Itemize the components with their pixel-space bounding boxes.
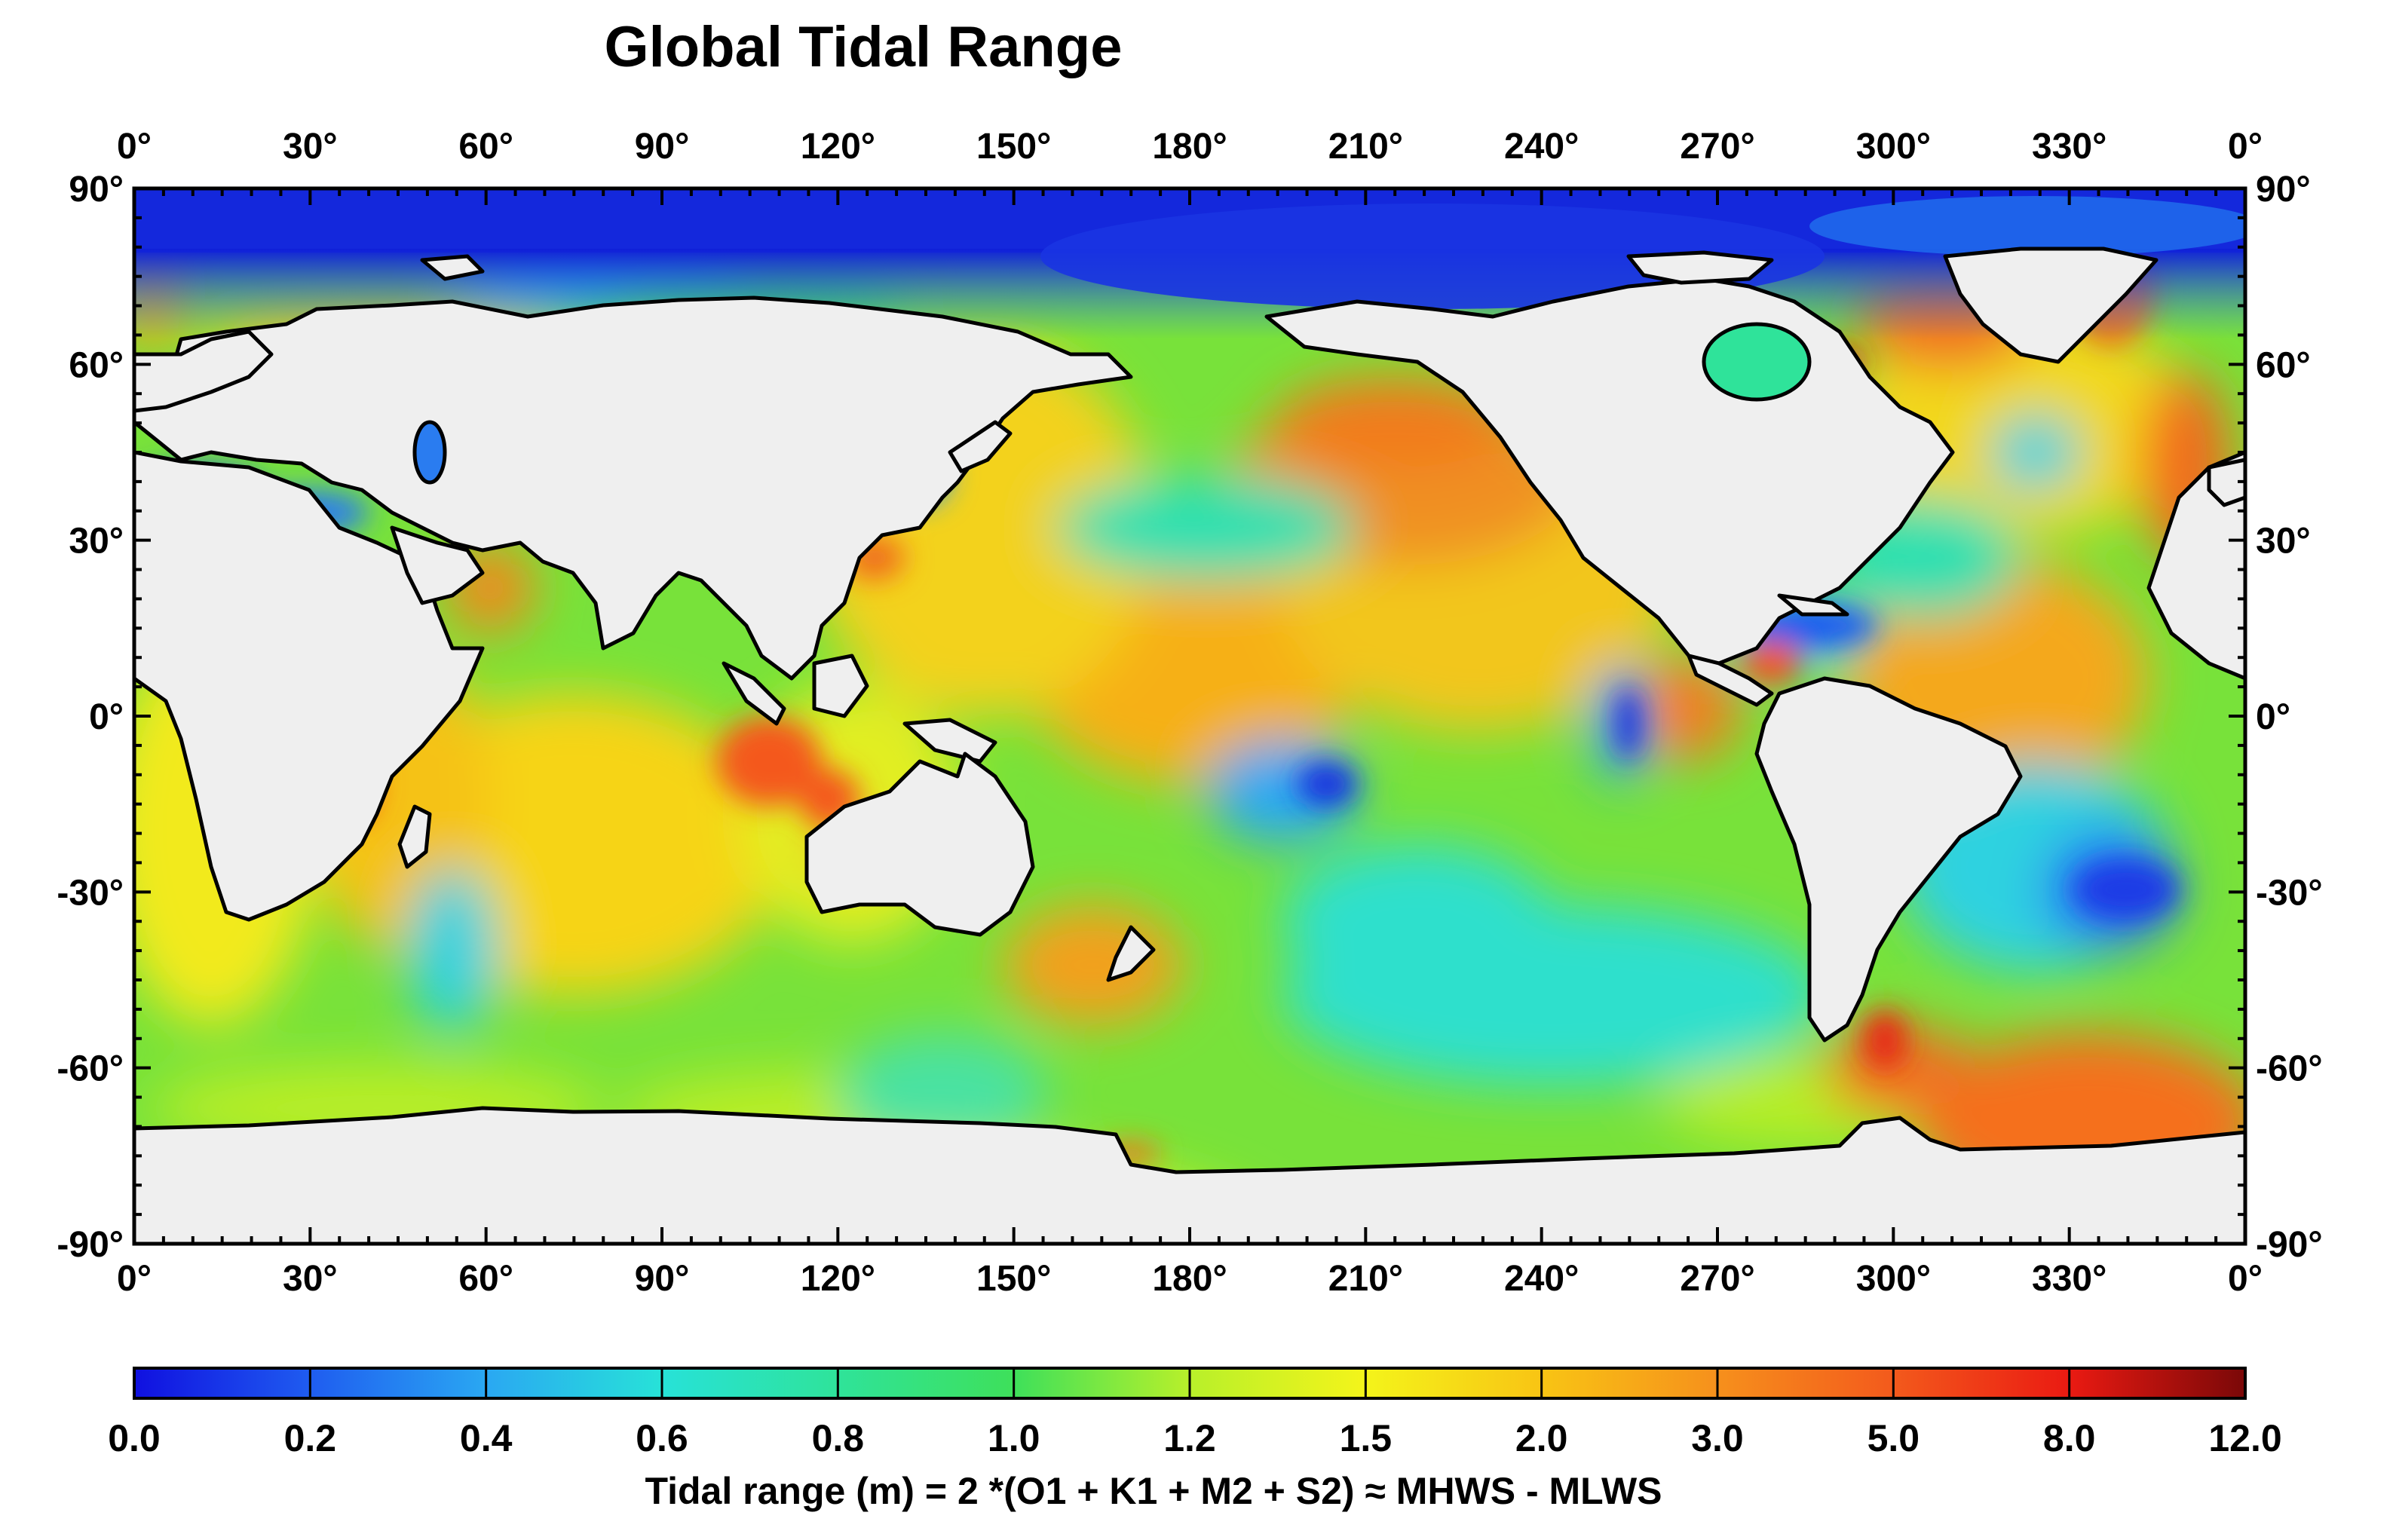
x-tick-label-bottom: 270° bbox=[1680, 1259, 1754, 1299]
borneo bbox=[812, 654, 869, 718]
y-tick-label-right: -60° bbox=[2256, 1049, 2323, 1089]
x-tick-label-bottom: 120° bbox=[801, 1259, 875, 1299]
caspian-sea bbox=[412, 420, 447, 485]
x-tick-label-bottom: 60° bbox=[458, 1259, 513, 1299]
x-tick-label-top: 300° bbox=[1856, 127, 1931, 167]
madagascar bbox=[397, 804, 432, 869]
new-guinea bbox=[902, 718, 997, 764]
colorbar-tick-label: 5.0 bbox=[1867, 1417, 1920, 1459]
x-tick-label-top: 240° bbox=[1504, 127, 1579, 167]
y-tick-label-left: 90° bbox=[69, 170, 124, 210]
colorbar-tick-label: 0.6 bbox=[636, 1417, 688, 1459]
colorbar: 0.0 0.2 0.4 0.6 0.8 1.0 1.2 1.5 2.0 3.0 5.0 8.0 12.0… bbox=[108, 1367, 2282, 1512]
colorbar-tick-label: 2.0 bbox=[1515, 1417, 1568, 1459]
colorbar-tick-label: 3.0 bbox=[1691, 1417, 1744, 1459]
y-tick-label-left: 0° bbox=[89, 697, 124, 737]
x-tick-label-bottom: 180° bbox=[1152, 1259, 1227, 1299]
y-tick-label-left: -90° bbox=[57, 1225, 124, 1265]
x-tick-label-bottom: 300° bbox=[1856, 1259, 1931, 1299]
x-tick-label-bottom: 0° bbox=[2228, 1259, 2263, 1299]
y-tick-label-left: 30° bbox=[69, 522, 124, 562]
x-tick-label-bottom: 30° bbox=[283, 1259, 338, 1299]
chart-title: Global Tidal Range bbox=[605, 15, 1123, 79]
y-tick-label-right: -90° bbox=[2256, 1225, 2323, 1265]
eurasia bbox=[134, 295, 1133, 681]
x-tick-label-top: 270° bbox=[1680, 127, 1754, 167]
x-tick-label-bottom: 0° bbox=[117, 1259, 152, 1299]
y-tick-label-left: -60° bbox=[57, 1049, 124, 1089]
x-tick-label-top: 150° bbox=[976, 127, 1051, 167]
arctic-islands bbox=[420, 254, 485, 281]
x-axis-top-labels: 0° 30° 60° 90° 120° 150° 180° 210° 240° 270° 300° 3… bbox=[117, 127, 2263, 167]
hudson-bay bbox=[1702, 322, 1812, 402]
y-axis-right-labels: 90° 60° 30° 0° -30° -60° -90° bbox=[2256, 170, 2323, 1265]
x-tick-label-top: 120° bbox=[801, 127, 875, 167]
canadian-arctic-islands bbox=[1626, 250, 1774, 285]
iberia bbox=[2207, 458, 2245, 507]
europe-africa-east-edge bbox=[2146, 450, 2245, 681]
x-tick-label-bottom: 90° bbox=[635, 1259, 690, 1299]
x-tick-label-top: 60° bbox=[458, 127, 513, 167]
x-tick-label-top: 0° bbox=[117, 127, 152, 167]
greenland bbox=[1943, 246, 2159, 364]
colorbar-tick-label: 1.0 bbox=[988, 1417, 1040, 1459]
map-panel bbox=[134, 188, 2245, 1244]
axis-ticks bbox=[133, 187, 2247, 1245]
colorbar-dividers bbox=[308, 1368, 2071, 1398]
y-tick-label-right: 30° bbox=[2256, 522, 2311, 562]
x-tick-label-top: 210° bbox=[1328, 127, 1403, 167]
sumatra bbox=[722, 661, 786, 726]
colorbar-title: Tidal range (m) = 2 *(O1 + K1 + M2 + S2)… bbox=[645, 1470, 1662, 1512]
colorbar-tick-label: 0.2 bbox=[284, 1417, 337, 1459]
y-tick-label-right: 60° bbox=[2256, 345, 2311, 385]
colorbar-tick-label: 0.4 bbox=[460, 1417, 513, 1459]
y-axis-left-labels: 90° 60° 30° 0° -30° -60° -90° bbox=[57, 170, 124, 1265]
antarctica bbox=[134, 1106, 2245, 1244]
x-tick-label-top: 90° bbox=[635, 127, 690, 167]
colorbar-tick-label: 1.2 bbox=[1163, 1417, 1216, 1459]
x-axis-bottom-labels: 0° 30° 60° 90° 120° 150° 180° 210° 240° 270° 300° 3… bbox=[117, 1259, 2263, 1299]
central-america bbox=[1687, 654, 1774, 707]
new-zealand bbox=[1106, 925, 1156, 982]
x-tick-label-bottom: 150° bbox=[976, 1259, 1051, 1299]
scandinavia bbox=[134, 329, 274, 413]
y-tick-label-right: 90° bbox=[2256, 170, 2311, 210]
australia bbox=[804, 752, 1035, 937]
y-tick-label-left: -30° bbox=[57, 873, 124, 913]
x-tick-label-bottom: 330° bbox=[2032, 1259, 2106, 1299]
x-tick-label-top: 0° bbox=[2228, 127, 2263, 167]
y-tick-label-left: 60° bbox=[69, 345, 124, 385]
colorbar-tick-label: 1.5 bbox=[1340, 1417, 1393, 1459]
land-masses bbox=[134, 246, 2245, 1244]
x-tick-label-bottom: 210° bbox=[1328, 1259, 1403, 1299]
colorbar-tick-label: 8.0 bbox=[2043, 1417, 2096, 1459]
x-tick-label-top: 330° bbox=[2032, 127, 2106, 167]
africa bbox=[134, 450, 485, 922]
colorbar-labels: 0.0 0.2 0.4 0.6 0.8 1.0 1.2 1.5 2.0 3.0 5.0 8.0 12.0 bbox=[108, 1417, 2281, 1459]
cuba bbox=[1777, 593, 1849, 617]
colorbar-tick-label: 12.0 bbox=[2208, 1417, 2281, 1459]
colorbar-tick-label: 0.0 bbox=[108, 1417, 161, 1459]
arabian-peninsula bbox=[390, 525, 485, 605]
x-tick-label-top: 180° bbox=[1152, 127, 1227, 167]
y-tick-label-right: 0° bbox=[2256, 697, 2290, 737]
colorbar-tick-label: 0.8 bbox=[812, 1417, 865, 1459]
south-america bbox=[1754, 676, 2023, 1042]
x-tick-label-bottom: 240° bbox=[1504, 1259, 1579, 1299]
x-tick-label-top: 30° bbox=[283, 127, 338, 167]
y-tick-label-right: -30° bbox=[2256, 873, 2323, 913]
japan bbox=[948, 420, 1013, 473]
